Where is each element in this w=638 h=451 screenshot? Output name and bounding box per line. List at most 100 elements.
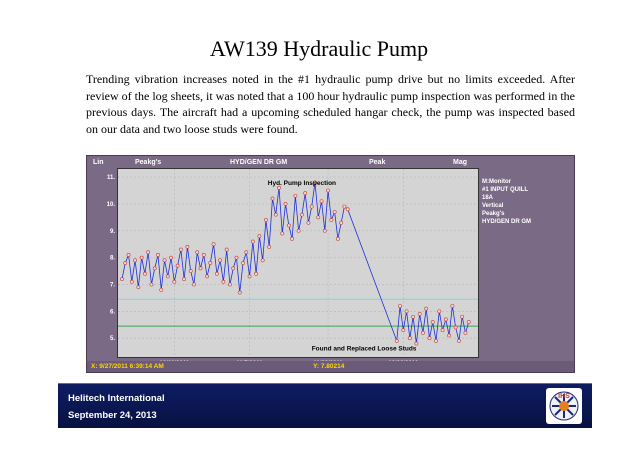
data-point (293, 193, 298, 198)
info-panel: M:Monitor #1 INPUT QUILL 18A Vertical Pe… (482, 178, 572, 226)
data-point (152, 266, 157, 271)
data-point (162, 258, 167, 263)
data-point (221, 279, 226, 284)
footer-company: Helitech International (68, 393, 165, 404)
x-readout: X: 9/27/2011 6:39:14 AM (91, 363, 164, 370)
data-point (159, 287, 164, 292)
y-readout: Y: 7.80214 (313, 363, 345, 370)
data-point (443, 317, 448, 322)
data-point (270, 196, 275, 201)
trend-chart[interactable]: 11. 10. 9. 8. 7. 6. 5. Hyd. Pump Inspection Foun… (107, 169, 478, 367)
footer-date: September 24, 2013 (68, 410, 157, 421)
y-tick-label: 5. (110, 336, 115, 342)
data-point (129, 279, 134, 284)
data-point (224, 247, 229, 252)
data-point (267, 244, 272, 249)
data-point (241, 261, 245, 265)
data-point (335, 236, 340, 241)
data-point (286, 223, 291, 228)
y-tick-label: 10. (107, 202, 116, 208)
data-point (178, 247, 183, 252)
data-point (398, 304, 402, 308)
data-point (208, 261, 213, 265)
data-point (244, 250, 249, 255)
data-point (133, 258, 137, 263)
header-mode: Peak (369, 159, 386, 166)
data-point (345, 207, 350, 212)
data-point (254, 271, 259, 276)
data-point (316, 215, 321, 220)
data-point (146, 250, 151, 255)
data-point (250, 239, 255, 244)
data-point (306, 220, 311, 225)
data-point (424, 306, 429, 311)
data-point (172, 279, 177, 284)
data-point (142, 271, 147, 276)
data-point (260, 258, 265, 263)
y-tick-label: 6. (110, 309, 115, 315)
data-point (450, 304, 455, 308)
data-point (447, 333, 452, 338)
info-line: Vertical (482, 203, 504, 209)
data-point (228, 282, 232, 287)
data-point (463, 330, 468, 335)
data-point (407, 336, 412, 341)
data-point (329, 218, 334, 222)
y-tick-label: 11. (107, 175, 115, 181)
data-point (192, 282, 196, 287)
data-point (182, 277, 187, 282)
data-point (273, 212, 278, 217)
data-point (437, 309, 442, 314)
info-line: #1 INPUT QUILL (482, 187, 529, 193)
data-point (257, 234, 262, 239)
info-line: Peakg's (482, 211, 505, 217)
data-point (188, 269, 193, 273)
data-point (404, 309, 409, 314)
data-point (313, 180, 317, 185)
data-point (414, 341, 419, 346)
data-point (300, 212, 304, 217)
data-point (205, 274, 209, 279)
data-point (201, 253, 206, 257)
data-point (136, 285, 141, 290)
y-tick-label: 7. (110, 282, 115, 288)
data-point (195, 250, 200, 255)
y-tick-label: 8. (110, 256, 115, 262)
data-point (120, 277, 124, 282)
data-point (466, 320, 471, 324)
data-point (198, 266, 203, 271)
data-point (460, 314, 465, 319)
slide-title: AW139 Hydraulic Pump (209, 36, 429, 61)
data-point (394, 338, 399, 343)
data-point (283, 202, 288, 206)
data-point (421, 330, 425, 335)
info-line: HYD/GEN DR GM (482, 219, 532, 225)
data-point (214, 271, 219, 276)
data-point (427, 336, 432, 341)
data-point (296, 228, 301, 233)
data-point (322, 228, 327, 233)
status-bar: X: 9/27/2011 6:39:14 AM Y: 7.80214 (87, 361, 574, 372)
data-point (303, 191, 308, 196)
info-line: M:Monitor (482, 179, 511, 185)
slide-body-text: Trending vibration increases noted in th… (86, 72, 575, 136)
plot-area[interactable]: 11. 10. 9. 8. 7. 6. 5. Hyd. Pump Inspection Foun… (107, 168, 479, 367)
data-point (218, 258, 223, 263)
data-point (290, 236, 294, 241)
data-point (457, 338, 461, 343)
series-line (121, 182, 470, 344)
company-logo: IHS (546, 388, 582, 424)
data-point (453, 325, 458, 330)
data-point (126, 253, 131, 257)
data-point (139, 255, 144, 260)
info-line: 18A (482, 195, 494, 201)
data-point (185, 244, 190, 249)
data-point (417, 312, 422, 316)
data-point (264, 218, 268, 222)
data-point (123, 261, 128, 265)
data-point (277, 185, 281, 190)
logo-graphic: IHS (549, 391, 579, 421)
trend-plot-window: Lin Peakg's HYD/GEN DR GM Peak Mag 11. 10… (86, 155, 575, 373)
header-scale: Mag (453, 159, 467, 166)
header-scale-type: Lin (93, 159, 104, 166)
